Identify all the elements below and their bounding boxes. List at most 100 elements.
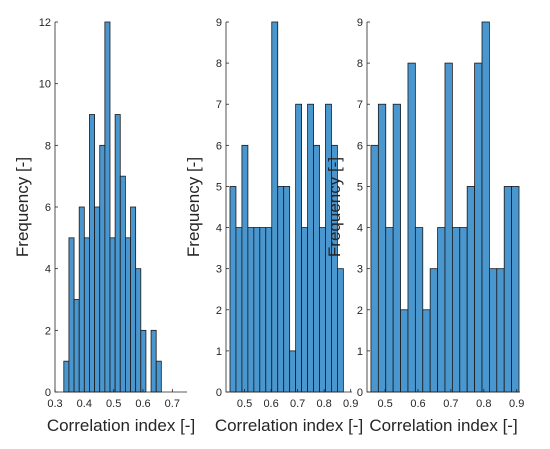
histogram-bar [451,227,461,393]
histogram-bar [119,175,126,393]
histogram-bar [307,103,314,393]
histogram-bar [481,21,490,393]
y-tick-label: 6 [216,140,222,152]
histogram-bar [407,62,416,393]
histogram-bar [130,206,137,393]
x-axis-label: Correlation index [-] [215,416,363,435]
histogram-bar [289,350,297,393]
histogram-bar [135,268,142,393]
y-tick-label: 5 [357,181,363,193]
histogram-bar [104,21,111,393]
histogram-bar [63,360,70,393]
histogram-bar [429,268,438,393]
histogram-bar [125,237,131,393]
histogram-bar [377,103,387,393]
x-tick-label: 0.3 [47,398,62,410]
y-tick-label: 12 [39,17,51,29]
histogram-bar [437,227,446,393]
x-tick-label: 0.4 [77,398,92,410]
histogram-bar [94,206,101,393]
histogram-bar [277,186,285,393]
histogram-bar [385,227,394,393]
y-axis-label: Frequency [-] [325,157,344,257]
y-tick-label: 6 [357,140,363,152]
histogram-panel-1: 0 2 4 6 8 10 12 0.3 0.4 0.5 0.6 0.7 Correlation inde… [13,17,195,435]
histogram-bar [414,227,424,393]
histogram-bar [295,103,303,393]
histogram-bar [313,144,320,393]
x-tick-label: 0.8 [476,398,491,410]
histogram-bar [241,144,249,393]
y-tick-label: 4 [216,223,222,235]
y-tick-label: 0 [45,387,51,399]
histogram-bar [496,268,505,393]
x-tick-label: 0.6 [410,398,425,410]
histogram-bar [99,144,106,393]
histogram-bar [301,227,308,393]
y-tick-label: 3 [216,264,222,276]
histogram-bar [488,268,498,393]
x-tick-label: 0.7 [165,398,180,410]
histogram-bar [466,186,475,393]
x-tick-label: 0.5 [237,398,252,410]
histogram-bar [83,237,90,393]
histogram-bar [474,62,483,393]
histogram-bar [150,329,157,393]
histogram-bar [89,114,96,393]
x-tick-label: 0.7 [443,398,458,410]
y-tick-label: 0 [216,387,222,399]
histogram-bar [229,186,237,393]
y-tick-label: 4 [357,223,363,235]
histogram-bar [235,227,243,393]
y-tick-label: 9 [357,17,363,29]
x-tick-label: 0.9 [343,398,358,410]
histogram-bar [392,103,401,393]
histogram-bar [511,186,520,393]
histogram-bar [78,206,85,393]
y-tick-label: 10 [39,79,51,91]
y-tick-label: 8 [216,58,222,70]
histogram-bar [247,227,255,393]
y-tick-label: 5 [216,181,222,193]
histogram-bar [271,21,279,393]
histogram-bar [370,144,379,393]
histogram-bar [337,268,344,393]
y-axis-label: Frequency [-] [13,157,32,257]
histogram-bar [459,227,468,393]
histogram-bar [73,299,80,393]
x-tick-label: 0.5 [106,398,121,410]
y-tick-label: 2 [216,305,222,317]
x-tick-label: 0.5 [377,398,392,410]
y-tick-label: 1 [357,346,363,358]
histogram-bar [259,227,267,393]
y-tick-label: 9 [216,17,222,29]
y-axis-label: Frequency [-] [184,157,203,257]
histogram-bar [155,360,162,393]
x-axis-label: Correlation index [-] [369,416,517,435]
histogram-bar [422,309,431,393]
histogram-panel-2: 0 1 2 3 4 5 6 7 8 9 0.5 0.6 0.7 0.8 0.9 Correlation ind… [184,17,363,435]
histogram-bar [140,329,147,393]
y-tick-label: 8 [357,58,363,70]
histogram-bar [400,309,409,393]
y-tick-label: 2 [357,305,363,317]
histogram-bar [253,227,261,393]
y-tick-label: 2 [45,325,51,337]
y-tick-label: 6 [45,202,51,214]
histogram-panel-3: 0 1 2 3 4 5 6 7 8 9 0.5 0.6 0.7 0.8 0.9 Correlation ind… [325,17,524,435]
y-tick-label: 4 [45,264,51,276]
y-tick-label: 8 [45,140,51,152]
y-tick-label: 7 [216,99,222,111]
x-tick-label: 0.7 [290,398,305,410]
x-tick-label: 0.8 [316,398,331,410]
histogram-bar [109,237,116,393]
x-axis-label: Correlation index [-] [47,416,195,435]
x-tick-label: 0.6 [135,398,150,410]
x-tick-label: 0.9 [509,398,524,410]
histogram-bar [265,227,273,393]
histogram-bar [503,186,513,393]
histogram-bar [114,114,121,393]
y-tick-label: 0 [357,387,363,399]
y-tick-label: 3 [357,264,363,276]
